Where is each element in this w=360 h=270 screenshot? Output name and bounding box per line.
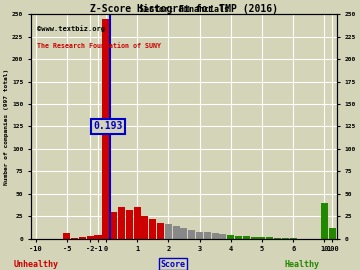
Text: Score: Score	[160, 260, 185, 269]
Bar	[188, 230, 195, 239]
Bar	[102, 19, 109, 239]
Bar	[258, 237, 265, 239]
Bar	[180, 228, 188, 239]
Bar	[149, 219, 156, 239]
Bar	[243, 236, 250, 239]
Text: Healthy: Healthy	[285, 260, 320, 269]
Bar	[282, 238, 289, 239]
Bar	[274, 238, 281, 239]
Bar	[118, 207, 125, 239]
Text: Unhealthy: Unhealthy	[14, 260, 58, 269]
Text: 0.193: 0.193	[94, 122, 123, 131]
Bar	[212, 233, 219, 239]
Title: Z-Score Histogram for TMP (2016): Z-Score Histogram for TMP (2016)	[90, 4, 278, 14]
Bar	[227, 235, 234, 239]
Y-axis label: Number of companies (997 total): Number of companies (997 total)	[4, 68, 9, 185]
Bar	[290, 238, 297, 239]
Bar	[141, 216, 148, 239]
Bar	[235, 236, 242, 239]
Bar	[251, 237, 258, 239]
Text: ©www.textbiz.org: ©www.textbiz.org	[37, 25, 105, 32]
Bar	[266, 237, 273, 239]
Bar	[172, 226, 180, 239]
Bar	[126, 210, 133, 239]
Text: Sector: Financials: Sector: Financials	[139, 5, 229, 14]
Bar	[196, 231, 203, 239]
Bar	[94, 235, 102, 239]
Bar	[321, 203, 328, 239]
Bar	[157, 222, 164, 239]
Bar	[71, 238, 78, 239]
Bar	[134, 207, 140, 239]
Bar	[87, 236, 94, 239]
Bar	[219, 234, 226, 239]
Bar	[204, 232, 211, 239]
Bar	[329, 228, 336, 239]
Text: The Research Foundation of SUNY: The Research Foundation of SUNY	[37, 43, 161, 49]
Bar	[79, 237, 86, 239]
Bar	[165, 224, 172, 239]
Bar	[110, 212, 117, 239]
Bar	[63, 233, 70, 239]
